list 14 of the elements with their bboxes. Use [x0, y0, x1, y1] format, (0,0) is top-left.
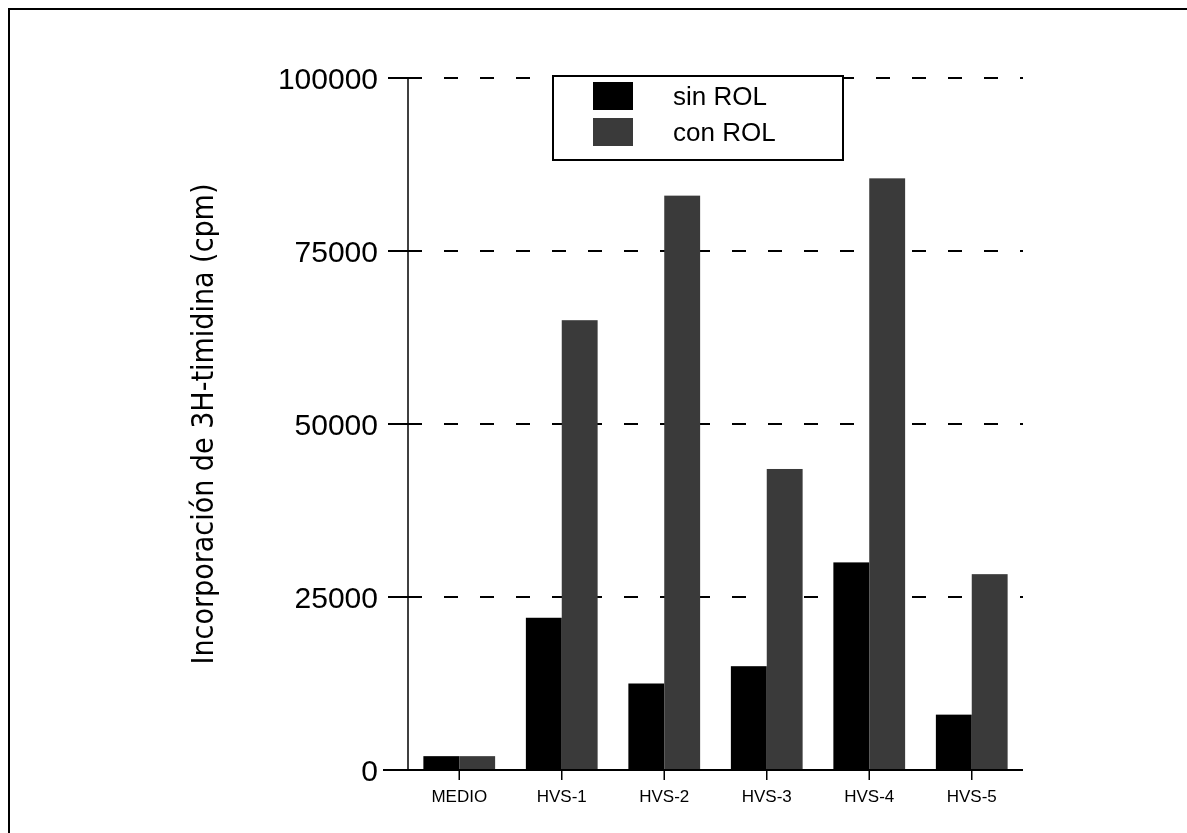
x-tick-label: HVS-5: [946, 787, 997, 806]
x-tick-label: HVS-4: [844, 787, 895, 806]
y-tick-label: 100000: [277, 61, 378, 95]
y-tick-label: 75000: [294, 234, 378, 268]
x-tick-label: HVS-1: [536, 787, 587, 806]
legend-label: con ROL: [673, 117, 776, 148]
x-tick-label: HVS-3: [741, 787, 792, 806]
y-tick-label: 0: [361, 753, 378, 787]
x-tick-label: MEDIO: [431, 787, 488, 806]
y-tick-label: 50000: [294, 407, 378, 441]
legend-label: sin ROL: [673, 81, 767, 112]
y-axis-title: Incorporación de 3H-timidina (cpm): [185, 183, 220, 665]
y-tick-label: 25000: [294, 580, 378, 614]
x-tick-label: HVS-2: [639, 787, 690, 806]
